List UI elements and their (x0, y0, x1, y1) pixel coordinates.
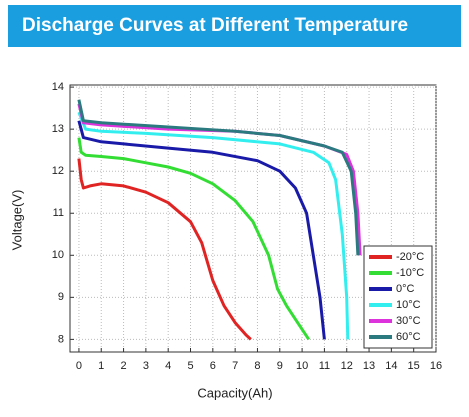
x-tick-label: 13 (363, 360, 375, 372)
legend-label: -20°C (396, 251, 424, 263)
x-tick-label: 11 (319, 360, 330, 372)
chart-title: Discharge Curves at Different Temperatur… (22, 15, 408, 36)
y-tick-label: 14 (52, 81, 64, 93)
x-tick-label: 4 (165, 360, 171, 372)
x-tick-label: 12 (341, 360, 353, 372)
y-tick-label: 12 (52, 165, 64, 177)
legend-label: 60°C (396, 331, 421, 343)
series-line (77, 158, 252, 341)
y-tick-label: 9 (58, 291, 64, 303)
x-tick-label: 7 (232, 360, 238, 372)
y-tick-label: 8 (58, 333, 64, 345)
legend-label: 0°C (396, 283, 415, 295)
y-tick-label: 11 (53, 207, 64, 219)
legend-box (363, 245, 433, 349)
x-tick-label: 9 (277, 360, 283, 372)
x-axis-label: Capacity(Ah) (197, 385, 272, 400)
x-tick-label: 1 (98, 360, 104, 372)
legend-label: 30°C (396, 315, 421, 327)
plot-frame (69, 84, 437, 353)
y-tick-label: 10 (52, 249, 64, 261)
x-tick-label: 3 (143, 360, 149, 372)
legend-label: -10°C (396, 267, 424, 279)
y-tick-label: 13 (52, 123, 64, 135)
x-tick-label: 0 (76, 360, 82, 372)
x-tick-label: 15 (408, 360, 420, 372)
legend-label: 10°C (396, 299, 421, 311)
y-axis-label: Voltage(V) (9, 190, 24, 251)
series-line (77, 111, 350, 340)
title-banner (8, 5, 461, 47)
x-tick-label: 6 (210, 360, 216, 372)
x-tick-label: 14 (385, 360, 397, 372)
x-tick-label: 2 (120, 360, 126, 372)
series-line (77, 120, 326, 340)
x-tick-label: 16 (430, 360, 442, 372)
x-tick-label: 10 (296, 360, 308, 372)
series-line (77, 137, 311, 341)
x-tick-label: 8 (254, 360, 260, 372)
series-line (77, 103, 362, 256)
x-tick-label: 5 (187, 360, 193, 372)
series-line (77, 99, 360, 256)
